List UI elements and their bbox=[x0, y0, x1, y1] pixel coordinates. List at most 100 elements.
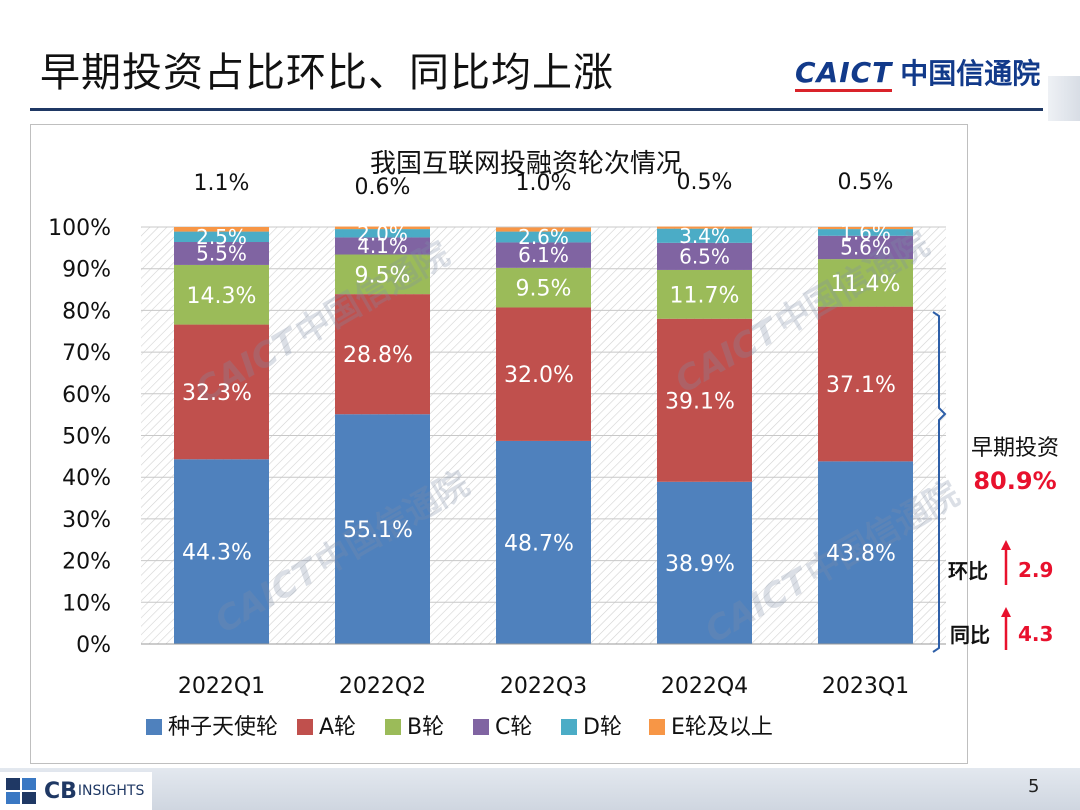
bar-segment bbox=[335, 294, 430, 415]
y-tick-label: 0% bbox=[76, 633, 111, 658]
bar-segment bbox=[335, 229, 430, 238]
early-investment-value: 80.9% bbox=[973, 467, 1056, 495]
data-label-top: 0.5% bbox=[677, 170, 733, 195]
early-investment-label: 早期投资 bbox=[971, 436, 1059, 461]
bar-segment bbox=[496, 231, 591, 243]
bar-segment bbox=[818, 235, 913, 260]
bar-segment bbox=[496, 267, 591, 308]
data-label: 55.1% bbox=[343, 518, 413, 543]
cb-insights-mark-icon bbox=[6, 778, 36, 804]
chart-title: 我国互联网投融资轮次情况 bbox=[370, 149, 682, 179]
legend-label: B轮 bbox=[407, 715, 444, 740]
data-label: 5.5% bbox=[196, 241, 247, 265]
bar-segment bbox=[818, 259, 913, 307]
data-label: 43.8% bbox=[826, 542, 896, 567]
data-label: 9.5% bbox=[355, 263, 411, 288]
qoq-value: 2.9 bbox=[1018, 558, 1053, 582]
data-label: 2.0% bbox=[357, 221, 408, 245]
data-label: 3.4% bbox=[679, 224, 730, 248]
bar-segment bbox=[496, 440, 591, 644]
qoq-arrow-icon bbox=[1001, 540, 1011, 550]
legend-label: C轮 bbox=[495, 715, 532, 740]
bar-segment bbox=[174, 227, 269, 232]
bar-segment bbox=[657, 318, 752, 482]
bar-segment bbox=[657, 228, 752, 243]
insights-text: INSIGHTS bbox=[77, 783, 145, 799]
bar-segment bbox=[335, 414, 430, 644]
slide-title: 早期投资占比环比、同比均上涨 bbox=[40, 50, 614, 96]
bar-segment bbox=[657, 269, 752, 319]
data-label-top: 1.0% bbox=[516, 171, 572, 196]
logo-en: CAICT bbox=[795, 55, 893, 92]
legend-label: A轮 bbox=[319, 715, 356, 740]
bar-segment bbox=[818, 461, 913, 644]
bar-segment bbox=[335, 226, 430, 230]
bar-segment bbox=[174, 324, 269, 460]
y-tick-label: 40% bbox=[62, 466, 111, 491]
y-tick-label: 60% bbox=[62, 383, 111, 408]
data-label: 5.6% bbox=[840, 235, 891, 259]
data-label: 44.3% bbox=[182, 541, 252, 566]
data-label: 14.3% bbox=[187, 284, 257, 309]
bar-segment bbox=[818, 229, 913, 236]
corner-decoration bbox=[1048, 76, 1080, 121]
x-tick-label: 2022Q1 bbox=[178, 674, 265, 699]
data-label-top: 1.1% bbox=[194, 171, 250, 196]
legend-swatch bbox=[385, 719, 401, 735]
y-tick-label: 100% bbox=[48, 216, 111, 241]
legend-swatch bbox=[473, 719, 489, 735]
bar-segment bbox=[174, 231, 269, 243]
legend-swatch bbox=[146, 719, 162, 735]
cb-text: CB bbox=[44, 778, 77, 804]
legend-label: E轮及以上 bbox=[671, 715, 773, 740]
x-tick-label: 2022Q4 bbox=[661, 674, 748, 699]
legend-swatch bbox=[297, 719, 313, 735]
data-label: 48.7% bbox=[504, 531, 574, 556]
bar-segment bbox=[818, 227, 913, 230]
bar-segment bbox=[657, 226, 752, 229]
y-tick-label: 20% bbox=[62, 550, 111, 575]
y-tick-label: 90% bbox=[62, 258, 111, 283]
data-label-top: 0.5% bbox=[838, 170, 894, 195]
x-tick-label: 2022Q3 bbox=[500, 674, 587, 699]
yoy-arrow-icon bbox=[1001, 607, 1011, 617]
data-label: 32.0% bbox=[504, 363, 574, 388]
bar-segment bbox=[335, 237, 430, 255]
data-label: 1.6% bbox=[840, 220, 891, 244]
data-label: 9.5% bbox=[516, 277, 572, 302]
data-label: 6.1% bbox=[518, 243, 569, 267]
bar-segment bbox=[657, 481, 752, 644]
data-label: 2.5% bbox=[196, 225, 247, 249]
data-label: 38.9% bbox=[665, 552, 735, 577]
y-tick-label: 80% bbox=[62, 299, 111, 324]
data-label: 37.1% bbox=[826, 373, 896, 398]
caict-logo: CAICT 中国信通院 bbox=[795, 52, 1040, 92]
y-tick-label: 30% bbox=[62, 508, 111, 533]
footer-bar bbox=[0, 768, 1080, 810]
data-label: 11.7% bbox=[670, 283, 740, 308]
y-tick-label: 10% bbox=[62, 591, 111, 616]
chart-panel: CAICT 中国信通院 CAICT 中国信通院 CAICT 中国信通院 CAICT 中国信通院… bbox=[30, 124, 968, 764]
bar-segment bbox=[174, 242, 269, 265]
title-divider bbox=[30, 108, 1043, 111]
data-label: 2.6% bbox=[518, 225, 569, 249]
bar-segment bbox=[496, 307, 591, 441]
bar-segment bbox=[496, 242, 591, 268]
bar-segment bbox=[335, 254, 430, 295]
legend-label: D轮 bbox=[583, 715, 622, 740]
legend-label: 种子天使轮 bbox=[168, 715, 278, 740]
data-label: 11.4% bbox=[831, 272, 901, 297]
legend-swatch bbox=[561, 719, 577, 735]
y-tick-label: 70% bbox=[62, 341, 111, 366]
data-label: 39.1% bbox=[665, 389, 735, 414]
page-number: 5 bbox=[1028, 776, 1040, 797]
data-label: 32.3% bbox=[182, 381, 252, 406]
data-label: 6.5% bbox=[679, 244, 730, 268]
data-label: 28.8% bbox=[343, 343, 413, 368]
bar-segment bbox=[174, 264, 269, 325]
yoy-value: 4.3 bbox=[1018, 622, 1053, 646]
cb-insights-logo: CB INSIGHTS bbox=[0, 772, 152, 810]
logo-cn: 中国信通院 bbox=[900, 57, 1041, 90]
x-tick-label: 2023Q1 bbox=[822, 674, 909, 699]
stacked-bar-chart: CAICT中国信通院CAICT中国信通院CAICT中国信通院CAICT中国信通院… bbox=[48, 149, 966, 740]
